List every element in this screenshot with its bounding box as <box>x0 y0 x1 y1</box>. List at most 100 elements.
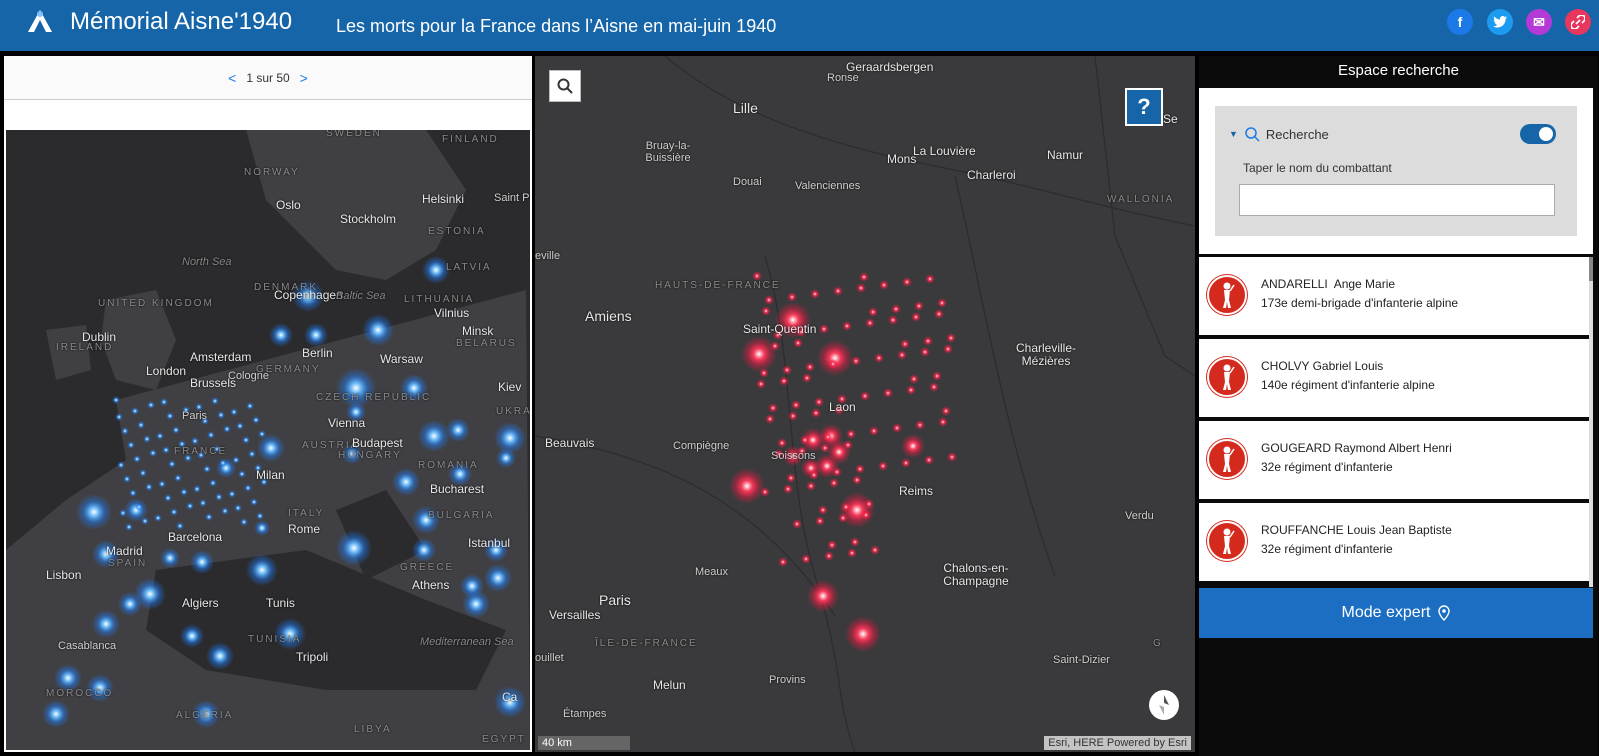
glow-point <box>819 324 829 334</box>
glow-point <box>807 580 839 612</box>
glow-point <box>843 440 853 450</box>
chevron-down-icon[interactable]: ▼ <box>1229 129 1238 139</box>
map-label: Bucharest <box>430 482 485 496</box>
search-toggle[interactable] <box>1520 124 1556 144</box>
glow-point <box>145 483 153 491</box>
glow-point <box>938 417 948 427</box>
glow-point <box>336 530 372 566</box>
map-label: Valenciennes <box>795 180 861 192</box>
glow-point <box>906 385 916 395</box>
map-label: Minsk <box>462 324 494 338</box>
list-item[interactable]: GOUGEARD Raymond Albert Henri 32e régime… <box>1199 421 1590 499</box>
glow-point <box>923 336 933 346</box>
glow-point <box>806 481 816 491</box>
aisne-logo[interactable] <box>24 8 56 42</box>
search-section: ▼ Recherche Taper le nom du combattant <box>1215 106 1577 236</box>
map-label: Barcelona <box>168 530 223 544</box>
map-label: Charleville-Mézières <box>1015 341 1077 369</box>
map-label: Tripoli <box>296 650 329 664</box>
map-label: Istanbul <box>468 536 511 550</box>
list-item[interactable]: CHOLVY Gabriel Louis 140e régiment d'inf… <box>1199 339 1590 417</box>
glow-point <box>788 411 798 421</box>
prev-page-button[interactable]: < <box>228 69 237 86</box>
glow-point <box>143 435 151 443</box>
map-label: Douai <box>733 176 762 188</box>
glow-point <box>868 307 878 317</box>
glow-point <box>133 455 141 463</box>
glow-point <box>400 374 428 402</box>
facebook-icon[interactable]: f <box>1447 9 1473 35</box>
next-page-button[interactable]: > <box>299 69 308 86</box>
glow-point <box>802 373 812 383</box>
aisne-map[interactable]: Geraardsbergen Ronse Lille Mons La Louvière N… <box>535 56 1195 752</box>
map-attribution[interactable]: Esri, HERE Powered by Esri <box>1044 736 1191 750</box>
expert-mode-button[interactable]: Mode expert <box>1199 588 1593 638</box>
glow-point <box>783 484 793 494</box>
twitter-icon[interactable] <box>1487 9 1513 35</box>
glow-point <box>127 441 135 449</box>
glow-point <box>141 517 149 525</box>
search-icon <box>557 78 573 94</box>
glow-point <box>448 462 472 486</box>
glow-point <box>934 309 944 319</box>
map-label: Paris <box>599 592 631 608</box>
map-label: Ronse <box>827 72 859 84</box>
result-unit: 173e demi-brigade d'infanterie alpine <box>1261 296 1459 310</box>
glow-point <box>223 425 231 433</box>
scrollbar-thumb[interactable] <box>1589 257 1593 281</box>
glow-point <box>870 545 880 555</box>
search-icon <box>1245 127 1260 142</box>
list-item[interactable]: ANDARELLI Ange Marie 173e demi-brigade d… <box>1199 257 1590 335</box>
glow-point <box>174 474 182 482</box>
app-header: Mémorial Aisne'1940 Les morts pour la Fr… <box>0 0 1599 51</box>
results-scrollbar[interactable] <box>1589 257 1593 587</box>
glow-point <box>192 700 220 728</box>
map-search-button[interactable] <box>549 70 581 102</box>
europe-map[interactable]: SWEDEN FINLAND NORWAY Oslo Stockholm Helsinki… <box>6 130 530 750</box>
glow-point <box>238 470 246 478</box>
glow-point <box>190 550 214 574</box>
map-label: ROMANIA <box>418 460 479 471</box>
glow-point <box>195 403 203 411</box>
glow-point <box>135 503 143 511</box>
mail-icon[interactable]: ✉ <box>1526 9 1552 35</box>
glow-point <box>124 498 148 522</box>
glow-point <box>160 398 168 406</box>
search-section-header[interactable]: ▼ Recherche <box>1229 126 1329 142</box>
glow-point <box>203 465 211 473</box>
glow-point <box>770 341 780 351</box>
help-button[interactable]: ? <box>1125 88 1163 126</box>
glow-point <box>920 347 930 357</box>
map-label: Copenhagen <box>274 288 343 302</box>
glow-point <box>494 422 526 454</box>
glow-point <box>252 416 260 424</box>
glow-point <box>911 312 921 322</box>
glow-point <box>787 292 797 302</box>
map-label: Compiègne <box>673 440 730 452</box>
map-label: LIBYA <box>354 724 392 735</box>
combatant-name-input[interactable] <box>1239 184 1555 216</box>
glow-point <box>824 551 834 561</box>
glow-point <box>774 449 784 459</box>
map-label: BULGARIA <box>428 510 495 521</box>
glow-point <box>764 295 774 305</box>
expert-mode-label: Mode expert <box>1341 604 1431 621</box>
glow-point <box>859 272 869 282</box>
map-label: Charleroi <box>967 168 1016 182</box>
map-label: CZECH REPUBLIC <box>316 392 432 403</box>
map-label: Bruay-la-Buissière <box>645 140 691 165</box>
map-label: Lisbon <box>46 568 82 582</box>
link-icon[interactable] <box>1565 9 1591 35</box>
glow-point <box>496 448 516 468</box>
glow-point <box>54 664 82 692</box>
glow-point <box>182 406 190 414</box>
glow-point <box>829 478 839 488</box>
glow-point <box>900 339 910 349</box>
list-item[interactable]: ROUFFANCHE Louis Jean Baptiste 32e régim… <box>1199 503 1590 581</box>
result-name: ROUFFANCHE Louis Jean Baptiste <box>1261 523 1452 537</box>
glow-point <box>814 397 824 407</box>
glow-point <box>219 459 227 467</box>
compass-icon[interactable] <box>1149 690 1179 720</box>
glow-point <box>834 405 844 415</box>
map-label: Geraardsbergen <box>846 60 934 74</box>
